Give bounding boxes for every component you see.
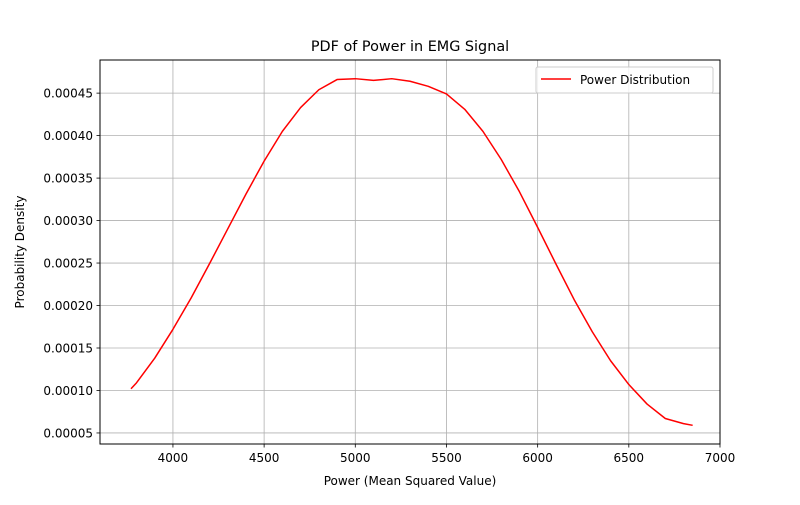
x-tick-label: 4000 (158, 451, 189, 465)
x-tick-label: 5500 (431, 451, 462, 465)
legend: Power Distribution (535, 66, 714, 94)
plot-frame (99, 59, 721, 445)
series-line-power-distribution (130, 77, 693, 427)
y-tick-label: 0.00030 (43, 214, 93, 228)
legend-label-power-distribution: Power Distribution (580, 73, 690, 87)
x-tick-label: 7000 (705, 451, 736, 465)
y-tick-label: 0.00015 (43, 341, 93, 355)
x-tick-label: 6000 (522, 451, 553, 465)
x-axis-ticks: 4000 4500 5000 5500 6000 6500 7000 (158, 444, 736, 465)
x-tick-label: 6500 (614, 451, 645, 465)
y-tick-label: 0.00035 (43, 171, 93, 185)
grid-lines (100, 60, 721, 444)
y-axis-label: Probability Density (13, 196, 27, 309)
y-tick-label: 0.00020 (43, 299, 93, 313)
y-tick-label: 0.00025 (43, 256, 93, 270)
x-tick-label: 5000 (340, 451, 371, 465)
y-tick-label: 0.00005 (43, 426, 93, 440)
x-tick-label: 4500 (249, 451, 280, 465)
y-tick-label: 0.00040 (43, 129, 93, 143)
y-axis-ticks: 0.00005 0.00010 0.00015 0.00020 0.00025 0.000… (43, 86, 100, 440)
y-tick-label: 0.00045 (43, 86, 93, 100)
series-lines (130, 77, 693, 427)
y-tick-label: 0.00010 (43, 384, 93, 398)
legend-box (535, 66, 714, 94)
x-axis-label: Power (Mean Squared Value) (324, 474, 497, 488)
chart-title: PDF of Power in EMG Signal (311, 39, 509, 55)
